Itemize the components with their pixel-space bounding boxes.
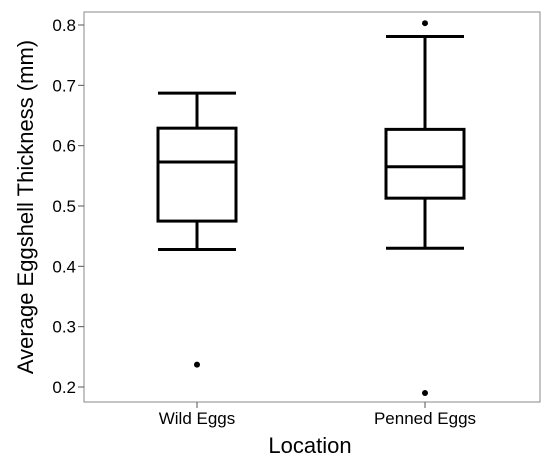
plot-frame <box>83 11 541 403</box>
y-tick-label: 0.6 <box>52 137 76 156</box>
y-tick-label: 0.3 <box>52 318 76 337</box>
x-tick-label: Wild Eggs <box>159 409 236 428</box>
iqr-box <box>156 126 238 223</box>
outlier-point <box>194 361 200 368</box>
y-tick-label: 0.2 <box>52 378 76 397</box>
x-axis: Wild Eggs Penned Eggs <box>159 402 476 428</box>
box-penned-eggs <box>384 20 466 397</box>
boxes-layer <box>156 20 466 397</box>
y-tick-label: 0.4 <box>52 257 76 276</box>
y-axis-title: Average Eggshell Thickness (mm) <box>13 40 38 374</box>
x-axis-title: Location <box>268 433 351 458</box>
y-tick-label: 0.5 <box>52 197 76 216</box>
y-axis: 0.2 0.3 0.4 0.5 0.6 0.7 0.8 <box>52 16 84 397</box>
outlier-point <box>422 390 428 397</box>
box-wild-eggs <box>156 91 238 368</box>
y-tick-label: 0.7 <box>52 76 76 95</box>
iqr-box <box>384 127 466 200</box>
y-tick-label: 0.8 <box>52 16 76 35</box>
x-tick-label: Penned Eggs <box>374 409 476 428</box>
outlier-point <box>422 20 428 27</box>
